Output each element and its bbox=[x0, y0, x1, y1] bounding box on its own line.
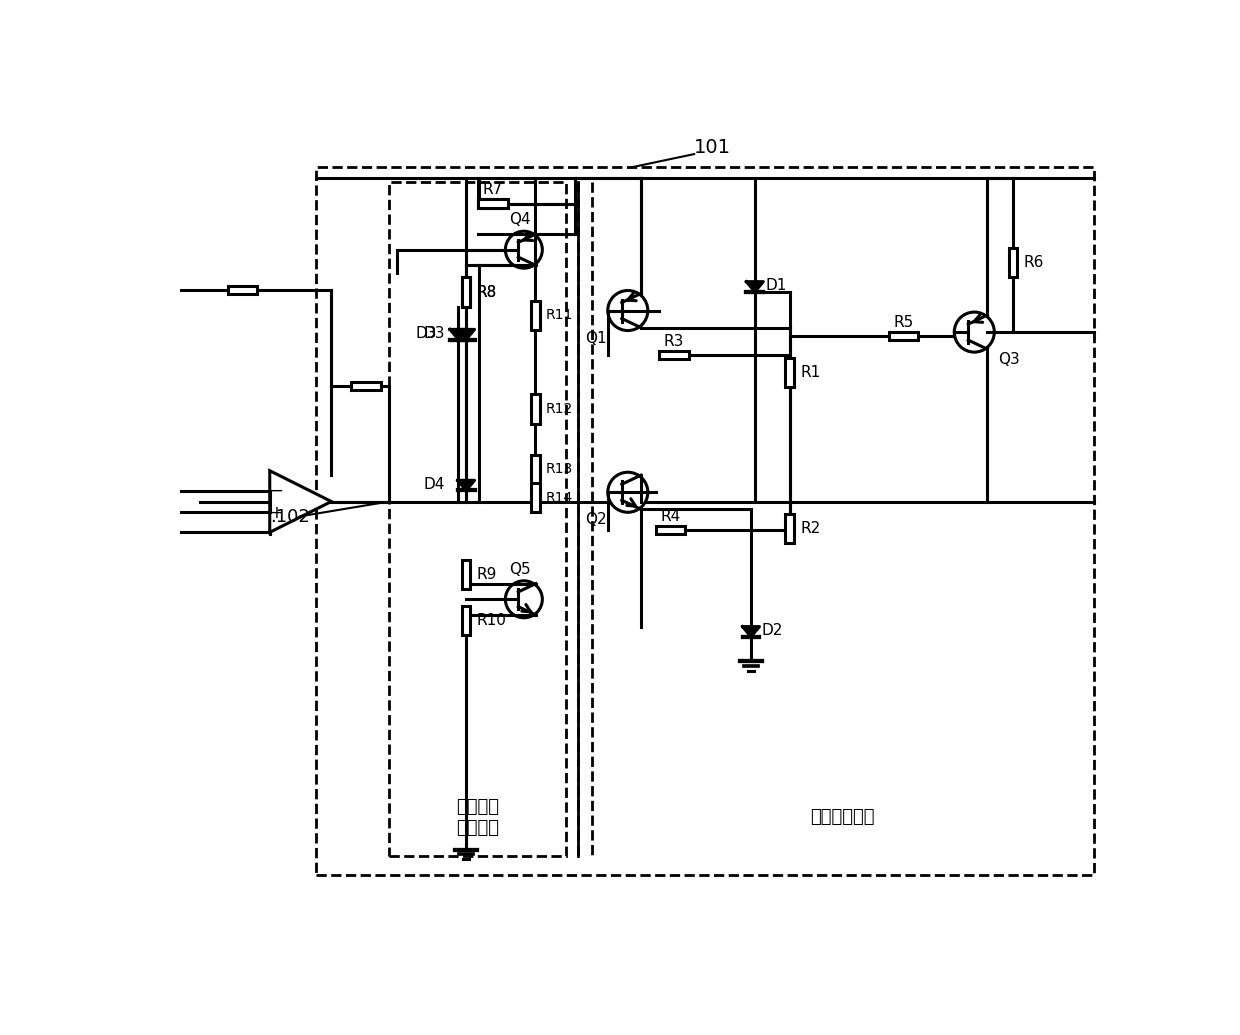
Text: D2: D2 bbox=[761, 623, 784, 639]
Polygon shape bbox=[743, 626, 759, 637]
Text: D4: D4 bbox=[423, 477, 444, 492]
Circle shape bbox=[955, 313, 994, 352]
Polygon shape bbox=[450, 329, 467, 339]
Bar bbox=[785, 357, 794, 387]
Bar bbox=[531, 394, 539, 423]
Bar bbox=[785, 513, 794, 543]
Text: R12: R12 bbox=[546, 403, 573, 416]
Bar bbox=[461, 560, 470, 589]
Circle shape bbox=[506, 231, 542, 268]
Text: Q2: Q2 bbox=[585, 512, 608, 528]
Text: R11: R11 bbox=[546, 308, 573, 322]
Polygon shape bbox=[458, 329, 475, 339]
Text: D3: D3 bbox=[415, 326, 436, 342]
Text: R4: R4 bbox=[660, 508, 681, 524]
Bar bbox=[461, 277, 470, 306]
Text: 激励功率
放大电路: 激励功率 放大电路 bbox=[456, 798, 500, 836]
Text: +: + bbox=[269, 504, 283, 523]
Text: −: − bbox=[269, 481, 283, 500]
Bar bbox=[389, 182, 567, 856]
Polygon shape bbox=[270, 471, 331, 532]
Bar bbox=[531, 483, 539, 512]
Bar bbox=[531, 454, 539, 483]
Bar bbox=[461, 607, 470, 635]
Text: R5: R5 bbox=[893, 315, 914, 329]
Bar bbox=[889, 331, 918, 341]
Text: D1: D1 bbox=[765, 278, 787, 293]
Text: .102: .102 bbox=[270, 508, 310, 526]
Bar bbox=[351, 382, 381, 390]
Bar bbox=[228, 286, 258, 294]
Text: R13: R13 bbox=[546, 463, 573, 476]
Text: R1: R1 bbox=[800, 364, 821, 380]
Text: R10: R10 bbox=[477, 614, 507, 628]
Text: 101: 101 bbox=[694, 138, 732, 156]
Polygon shape bbox=[746, 282, 764, 292]
Text: D3: D3 bbox=[423, 326, 444, 342]
Text: R8: R8 bbox=[477, 285, 497, 299]
Circle shape bbox=[608, 472, 647, 512]
Bar bbox=[479, 200, 507, 208]
Text: R2: R2 bbox=[800, 521, 821, 536]
Text: R7: R7 bbox=[482, 182, 503, 197]
Text: Q3: Q3 bbox=[998, 352, 1021, 367]
Bar bbox=[531, 300, 539, 330]
Bar bbox=[316, 167, 1094, 875]
Bar bbox=[660, 351, 688, 359]
Circle shape bbox=[506, 581, 542, 618]
Text: Q5: Q5 bbox=[510, 562, 531, 576]
Text: 短路保护电路: 短路保护电路 bbox=[811, 808, 875, 826]
Text: R9: R9 bbox=[477, 567, 497, 582]
Text: R14: R14 bbox=[546, 491, 573, 505]
Text: Q4: Q4 bbox=[510, 212, 531, 227]
Text: R6: R6 bbox=[1023, 256, 1044, 270]
Bar bbox=[1008, 248, 1017, 277]
Bar bbox=[656, 526, 684, 534]
Circle shape bbox=[608, 291, 647, 330]
Text: R8: R8 bbox=[477, 285, 497, 299]
Bar bbox=[461, 277, 470, 306]
Text: R3: R3 bbox=[663, 334, 684, 349]
Text: Q1: Q1 bbox=[585, 331, 608, 346]
Polygon shape bbox=[458, 480, 475, 491]
Bar bbox=[479, 200, 507, 208]
